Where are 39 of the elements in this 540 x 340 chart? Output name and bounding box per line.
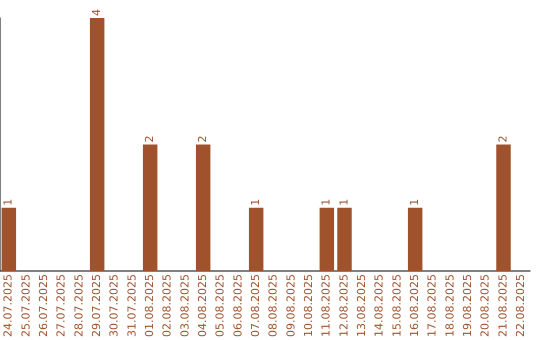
data-label: 2 xyxy=(496,136,510,143)
x-tick-label: 27.07.2025 xyxy=(54,274,68,338)
x-tick-label: 06.08.2025 xyxy=(231,274,244,338)
x-tick-label: 21.08.2025 xyxy=(496,274,510,338)
x-tick-label: 10.08.2025 xyxy=(302,274,316,338)
x-tick-label: 03.08.2025 xyxy=(178,274,192,338)
x-tick-label: 29.07.2025 xyxy=(90,274,104,338)
x-tick-label: 04.08.2025 xyxy=(196,274,210,338)
x-tick-label: 05.08.2025 xyxy=(214,274,227,338)
data-label: 1 xyxy=(408,198,422,206)
x-tick-label: 24.07.2025 xyxy=(2,274,15,338)
x-tick-label: 13.08.2025 xyxy=(355,274,368,338)
data-label: 2 xyxy=(196,136,210,143)
data-label: 1 xyxy=(337,198,350,206)
x-tick-label: 15.08.2025 xyxy=(390,274,404,338)
x-tick-label: 30.07.2025 xyxy=(108,274,121,338)
x-tick-label: 01.08.2025 xyxy=(143,274,156,338)
x-tick-label: 31.07.2025 xyxy=(125,274,138,338)
x-tick-label: 08.08.2025 xyxy=(266,274,280,338)
data-label: 1 xyxy=(2,198,15,206)
x-tick-label: 14.08.2025 xyxy=(372,274,386,338)
x-tick-label: 17.08.2025 xyxy=(426,274,439,338)
x-tick-label: 07.08.2025 xyxy=(249,274,262,338)
x-tick-label: 25.07.2025 xyxy=(19,274,32,338)
x-tick-label: 18.08.2025 xyxy=(443,274,456,338)
x-tick-label: 19.08.2025 xyxy=(461,274,474,338)
x-tick-label: 20.08.2025 xyxy=(478,274,492,338)
data-label: 1 xyxy=(249,198,262,206)
x-tick-label: 02.08.2025 xyxy=(160,274,174,338)
x-tick-label: 26.07.2025 xyxy=(37,274,50,338)
x-tick-label: 12.08.2025 xyxy=(337,274,350,338)
x-tick-label: 28.07.2025 xyxy=(72,274,86,338)
x-tick-label: 16.08.2025 xyxy=(408,274,422,338)
x-tick-label: 11.08.2025 xyxy=(320,274,333,338)
data-label: 4 xyxy=(90,9,104,16)
x-tick-label: 09.08.2025 xyxy=(284,274,298,338)
x-tick-label: 22.08.2025 xyxy=(514,274,528,338)
data-label: 1 xyxy=(320,198,333,206)
data-label: 2 xyxy=(143,136,156,143)
